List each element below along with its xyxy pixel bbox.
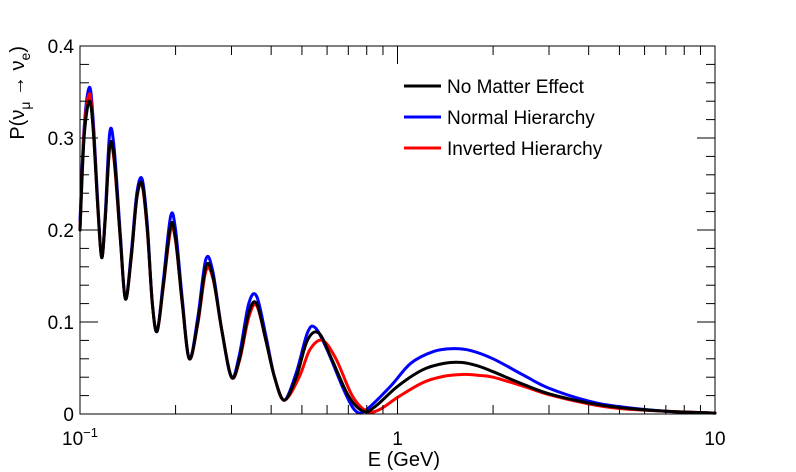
y-tick-label: 0	[63, 405, 74, 426]
y-axis-title-sub2: e	[17, 52, 33, 60]
legend-label-normal-hierarchy: Normal Hierarchy	[447, 108, 595, 129]
x-tick-label: 10	[704, 429, 725, 450]
y-axis-title-suffix: )	[7, 46, 29, 53]
y-tick-label: 0.4	[48, 37, 75, 58]
x-axis-title: E (GeV)	[368, 449, 440, 471]
y-tick-label: 0.3	[48, 129, 74, 150]
x-tick-label: 1	[392, 429, 403, 450]
series-layer	[78, 85, 717, 415]
y-tick-label: 0.1	[48, 313, 74, 334]
x-tick-label: 10−1	[62, 425, 98, 450]
legend-label-no-matter-effect: No Matter Effect	[447, 77, 585, 98]
y-axis-title: P(νμ → νe)	[7, 46, 33, 140]
series-line-no-matter-effect	[78, 99, 717, 415]
tick-labels: 00.10.20.30.410−1 1 10	[48, 37, 726, 450]
y-axis-title-sub1: μ	[17, 102, 33, 110]
y-axis-title-arrow: → ν	[7, 60, 29, 101]
legend-label-inverted-hierarchy: Inverted Hierarchy	[447, 139, 603, 160]
x-tick-label-exponent: −1	[83, 425, 98, 440]
y-axis-title-prefix: P(ν	[7, 110, 29, 140]
ticks-layer	[79, 45, 716, 415]
x-tick-label-base: 10	[62, 429, 83, 450]
series-line-inverted-hierarchy	[78, 92, 717, 415]
legend: No Matter Effect Normal Hierarchy Inverted…	[404, 77, 603, 160]
y-tick-label: 0.2	[48, 221, 74, 242]
